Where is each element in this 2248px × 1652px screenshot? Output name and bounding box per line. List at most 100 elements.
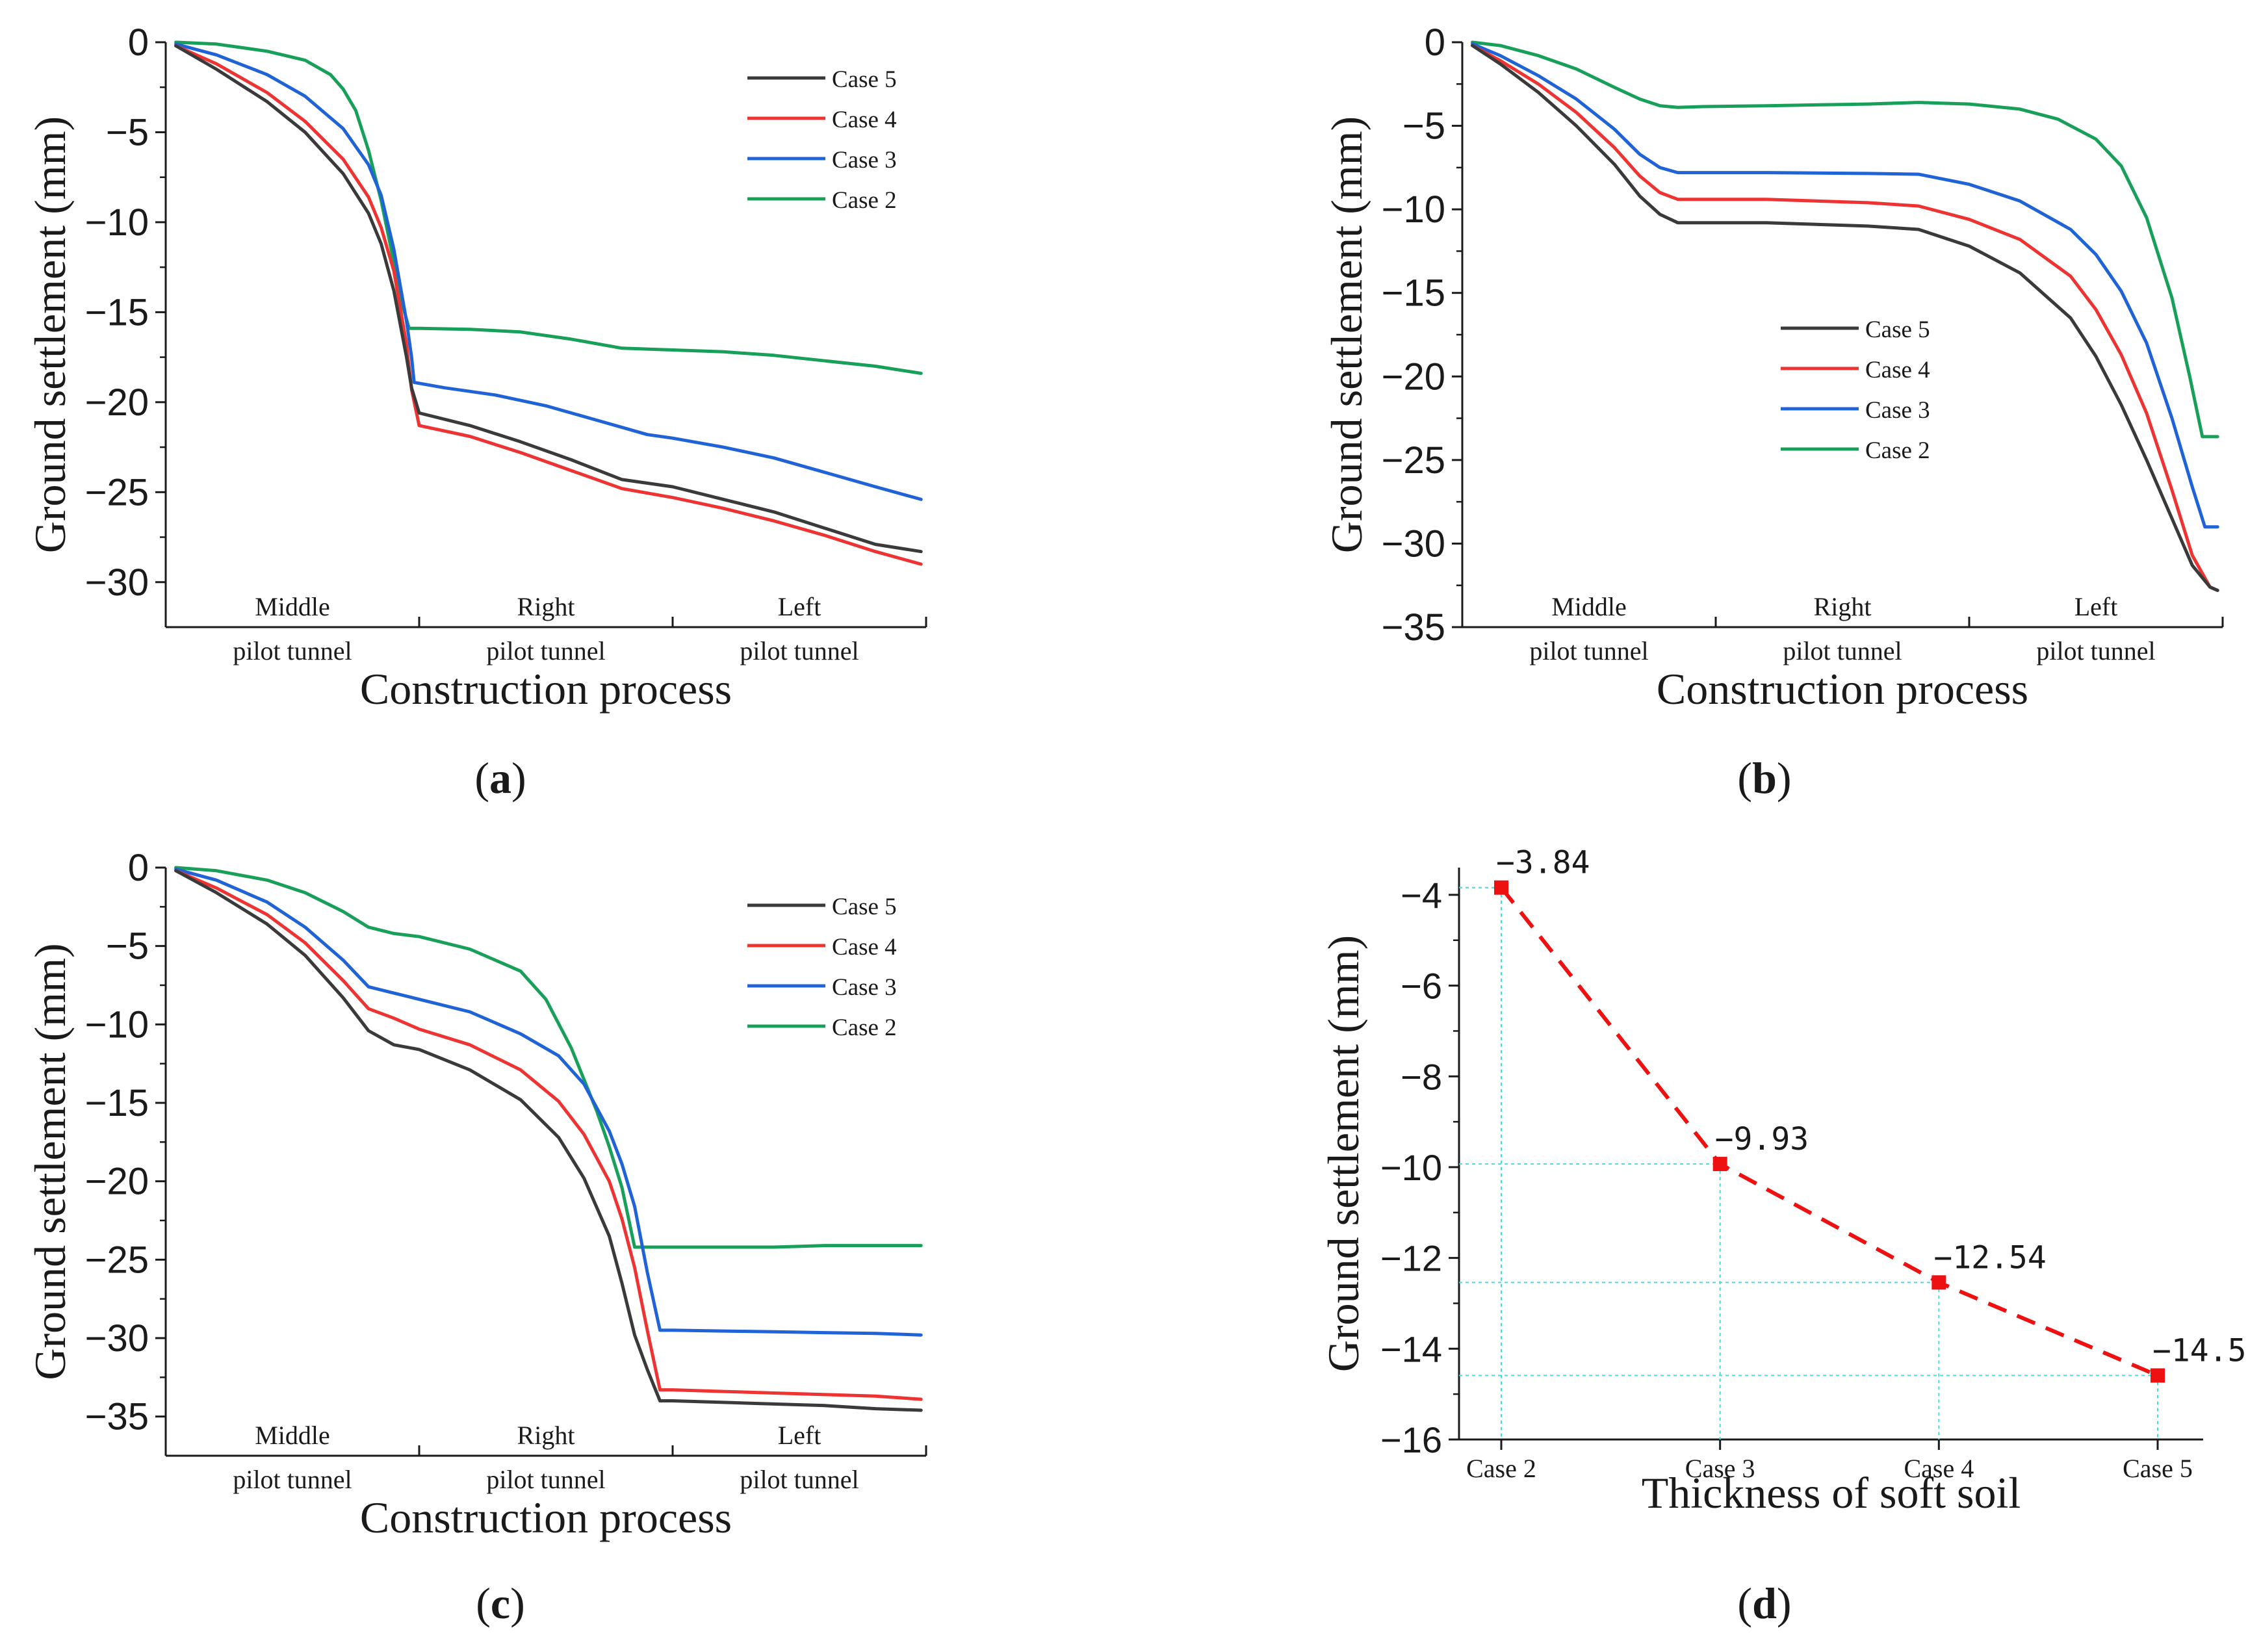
y-tick-label: −25: [85, 471, 149, 513]
y-tick-label: −20: [1382, 355, 1445, 398]
series-line-case-2: [174, 866, 923, 1249]
legend-entry: Case 2: [832, 187, 897, 214]
panel-label-close: ): [1777, 753, 1792, 803]
chart-panel-d: −4 −6 −8 −10 −12 −14 −16 Ground settlement (mm)…: [1319, 845, 2248, 1628]
panel-label-close: ): [511, 753, 526, 803]
stage-label-top: Left: [2074, 592, 2118, 621]
panel-label-open: (: [1737, 1579, 1752, 1628]
y-tick-label: −5: [106, 925, 149, 968]
y-tick-label: −30: [85, 561, 149, 604]
x-axis-title: Construction process: [1657, 664, 2028, 714]
stage-label-top: Middle: [255, 592, 330, 621]
panel-label-open: (: [476, 1579, 491, 1628]
y-tick-label: −6: [1401, 966, 1442, 1007]
legend-entry: Case 5: [832, 894, 897, 920]
y-axis-title: Ground settlement (mm): [25, 116, 75, 553]
stage-label-top: Right: [517, 592, 575, 621]
series-line-case-4: [1471, 44, 2219, 592]
y-tick-label: −10: [1380, 1147, 1442, 1188]
data-point-marker: [1494, 880, 1508, 895]
legend-entry: Case 2: [1865, 437, 1930, 464]
y-tick-label: −16: [1380, 1419, 1442, 1460]
legend-entry: Case 5: [832, 66, 897, 93]
series-line-case-5: [174, 869, 923, 1412]
series-line-case-2: [174, 40, 923, 375]
y-tick-label: −15: [85, 291, 149, 333]
panel-label-letter: d: [1752, 1579, 1777, 1628]
series-line-case-2: [1471, 40, 2219, 439]
x-axis-title: Construction process: [360, 664, 732, 714]
y-tick-label: −30: [1382, 523, 1445, 565]
panel-label-open: (: [1737, 753, 1752, 803]
legend-entry: Case 4: [832, 107, 897, 133]
series-line-case-5: [174, 44, 923, 554]
series-line-case-3: [174, 42, 923, 501]
legend-entry: Case 3: [832, 974, 897, 1001]
data-point-label: −12.54: [1933, 1239, 2046, 1276]
chart-panel-b: 0 −5 −10 −15 −20 −25 −30 −35 Ground settlement (…: [1322, 21, 2224, 803]
stage-label-bottom: pilot tunnel: [740, 636, 859, 665]
x-tick-label: Case 3: [1685, 1454, 1755, 1483]
legend-entry: Case 3: [1865, 397, 1930, 424]
data-point-label: −14.59: [2152, 1333, 2248, 1369]
data-point-label: −3.84: [1496, 845, 1590, 881]
stage-label-bottom: pilot tunnel: [1783, 636, 1902, 665]
legend-entry: Case 2: [832, 1014, 897, 1041]
y-tick-label: −5: [1402, 105, 1445, 148]
data-point-label: −9.93: [1715, 1121, 1809, 1157]
panel-label: (a): [474, 753, 526, 803]
y-tick-label: −20: [85, 1161, 149, 1203]
y-tick-label: −35: [85, 1396, 149, 1438]
series-line-case-3: [174, 867, 923, 1337]
stage-label-top: Middle: [1551, 592, 1627, 621]
legend-entry: Case 3: [832, 147, 897, 174]
series-line-case-5: [1471, 44, 2219, 592]
y-tick-label: −20: [85, 381, 149, 424]
y-axis-title: Ground settlement (mm): [1322, 116, 1371, 553]
stage-label-top: Middle: [255, 1421, 330, 1450]
y-tick-label: 0: [128, 847, 149, 889]
y-tick-label: −4: [1401, 875, 1442, 916]
x-tick-label: Case 2: [1466, 1454, 1536, 1483]
stage-label-bottom: pilot tunnel: [233, 1465, 352, 1494]
y-tick-label: −14: [1380, 1328, 1442, 1369]
series-line-case-3: [1471, 42, 2219, 529]
panel-label-open: (: [474, 753, 489, 803]
panel-label-letter: b: [1752, 753, 1777, 803]
stage-label-top: Left: [778, 1421, 821, 1450]
stage-label-top: Left: [778, 592, 821, 621]
panel-label-letter: a: [489, 753, 511, 803]
panel-label-close: ): [510, 1579, 525, 1628]
y-tick-label: 0: [1425, 21, 1445, 64]
y-tick-label: −8: [1401, 1056, 1442, 1097]
panel-label-letter: c: [491, 1579, 510, 1628]
series-line-peak-settlement: [1499, 886, 2159, 1378]
panel-label: (d): [1737, 1579, 1791, 1628]
y-tick-label: −25: [85, 1239, 149, 1281]
x-tick-label: Case 4: [1904, 1454, 1974, 1483]
data-point-marker: [2151, 1368, 2165, 1383]
x-tick-label: Case 5: [2123, 1454, 2193, 1483]
stage-label-bottom: pilot tunnel: [740, 1465, 859, 1494]
stage-label-bottom: pilot tunnel: [486, 1465, 605, 1494]
legend-entry: Case 4: [1865, 357, 1930, 383]
y-tick-label: −35: [1382, 606, 1445, 649]
stage-label-top: Right: [1814, 592, 1872, 621]
legend-entry: Case 4: [832, 934, 897, 961]
y-tick-label: −5: [106, 111, 149, 153]
y-tick-label: −15: [85, 1082, 149, 1124]
data-point-marker: [1931, 1275, 1946, 1290]
series-line-case-4: [174, 869, 923, 1401]
x-axis-title: Thickness of soft soil: [1642, 1468, 2021, 1517]
panel-label: (c): [476, 1579, 525, 1628]
y-tick-label: −12: [1380, 1238, 1442, 1279]
y-tick-label: −15: [1382, 272, 1445, 315]
stage-label-bottom: pilot tunnel: [486, 636, 605, 665]
panel-label-close: ): [1777, 1579, 1792, 1628]
y-tick-label: −30: [85, 1317, 149, 1360]
stage-label-bottom: pilot tunnel: [1529, 636, 1648, 665]
data-point-marker: [1712, 1157, 1727, 1172]
stage-label-bottom: pilot tunnel: [2036, 636, 2155, 665]
